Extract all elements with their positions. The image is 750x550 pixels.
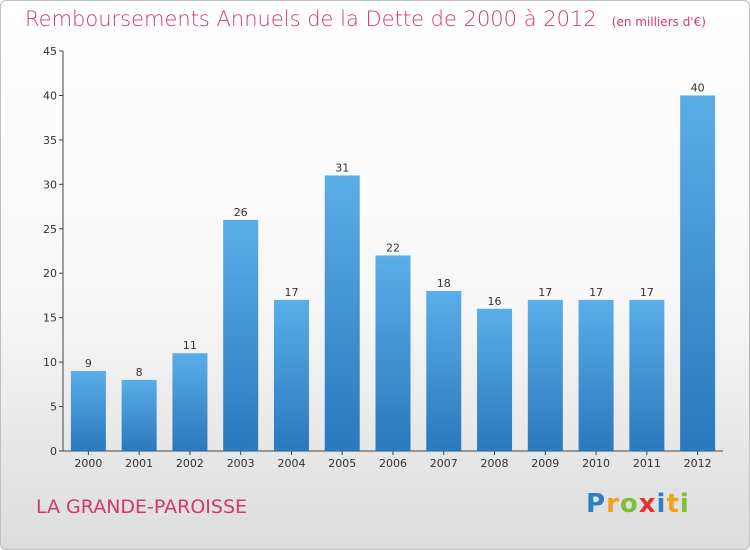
- bar-value-label: 11: [183, 339, 197, 352]
- logo-letter: t: [666, 489, 680, 519]
- chart-subtitle: (en milliers d'€): [611, 15, 706, 29]
- bar: [121, 379, 157, 451]
- bar: [273, 299, 309, 451]
- y-tick-label: 5: [50, 401, 57, 414]
- bar-value-label: 22: [386, 241, 400, 254]
- bar-value-label: 31: [335, 161, 349, 174]
- x-tick-label: 2006: [379, 457, 407, 470]
- chart-title: Remboursements Annuels de la Dette de 20…: [25, 7, 597, 31]
- proxiti-logo: Proxiti: [586, 489, 690, 519]
- bar-value-label: 40: [691, 81, 705, 94]
- bar-value-label: 17: [538, 286, 552, 299]
- x-tick-label: 2009: [531, 457, 559, 470]
- logo-letter: i: [679, 489, 690, 519]
- y-tick-label: 45: [43, 45, 57, 58]
- bar-value-label: 16: [488, 295, 502, 308]
- x-tick-label: 2003: [227, 457, 255, 470]
- bar-value-label: 18: [437, 277, 451, 290]
- bar: [375, 255, 411, 451]
- x-tick-label: 2007: [430, 457, 458, 470]
- chart-axes: 0 5 10 15 20 25 30 35 40 45 2000 2001 2002 2003 2004 20…: [43, 45, 723, 470]
- bar: [629, 299, 665, 451]
- x-tick-label: 2004: [277, 457, 305, 470]
- bar: [324, 175, 360, 451]
- logo-letter: o: [619, 489, 639, 519]
- logo-letter: r: [606, 489, 620, 519]
- logo-letter: i: [656, 489, 667, 519]
- bar: [680, 95, 716, 451]
- y-tick-label: 40: [43, 89, 57, 102]
- logo-letter: x: [638, 489, 657, 519]
- bar-value-label: 26: [234, 206, 248, 219]
- bar-value-label: 9: [85, 357, 92, 370]
- bar-value-label: 17: [589, 286, 603, 299]
- bar: [527, 299, 563, 451]
- y-tick-label: 10: [43, 356, 57, 369]
- bar: [477, 308, 513, 451]
- x-tick-label: 2008: [481, 457, 509, 470]
- x-tick-label: 2000: [74, 457, 102, 470]
- bar: [578, 299, 614, 451]
- logo-letter: P: [586, 489, 607, 519]
- chart-value-labels: 9 8 11 26 17 31 22 18 16 17 17 17 40: [85, 81, 705, 378]
- bar-value-label: 8: [136, 366, 143, 379]
- bar: [70, 371, 106, 451]
- bar: [172, 353, 208, 451]
- x-tick-label: 2011: [633, 457, 661, 470]
- x-tick-label: 2005: [328, 457, 356, 470]
- chart-bars: [70, 95, 716, 451]
- bar-value-label: 17: [284, 286, 298, 299]
- y-tick-label: 30: [43, 178, 57, 191]
- commune-name: LA GRANDE-PAROISSE: [36, 496, 248, 518]
- y-tick-label: 0: [50, 445, 57, 458]
- x-tick-label: 2010: [582, 457, 610, 470]
- bar: [223, 219, 259, 451]
- bar: [426, 291, 462, 451]
- y-tick-label: 20: [43, 267, 57, 280]
- x-tick-label: 2001: [125, 457, 153, 470]
- y-tick-label: 25: [43, 223, 57, 236]
- bar-value-label: 17: [640, 286, 654, 299]
- y-tick-label: 15: [43, 312, 57, 325]
- x-tick-label: 2002: [176, 457, 204, 470]
- x-tick-label: 2012: [684, 457, 712, 470]
- chart-title-block: Remboursements Annuels de la Dette de 20…: [25, 7, 706, 31]
- y-tick-label: 35: [43, 134, 57, 147]
